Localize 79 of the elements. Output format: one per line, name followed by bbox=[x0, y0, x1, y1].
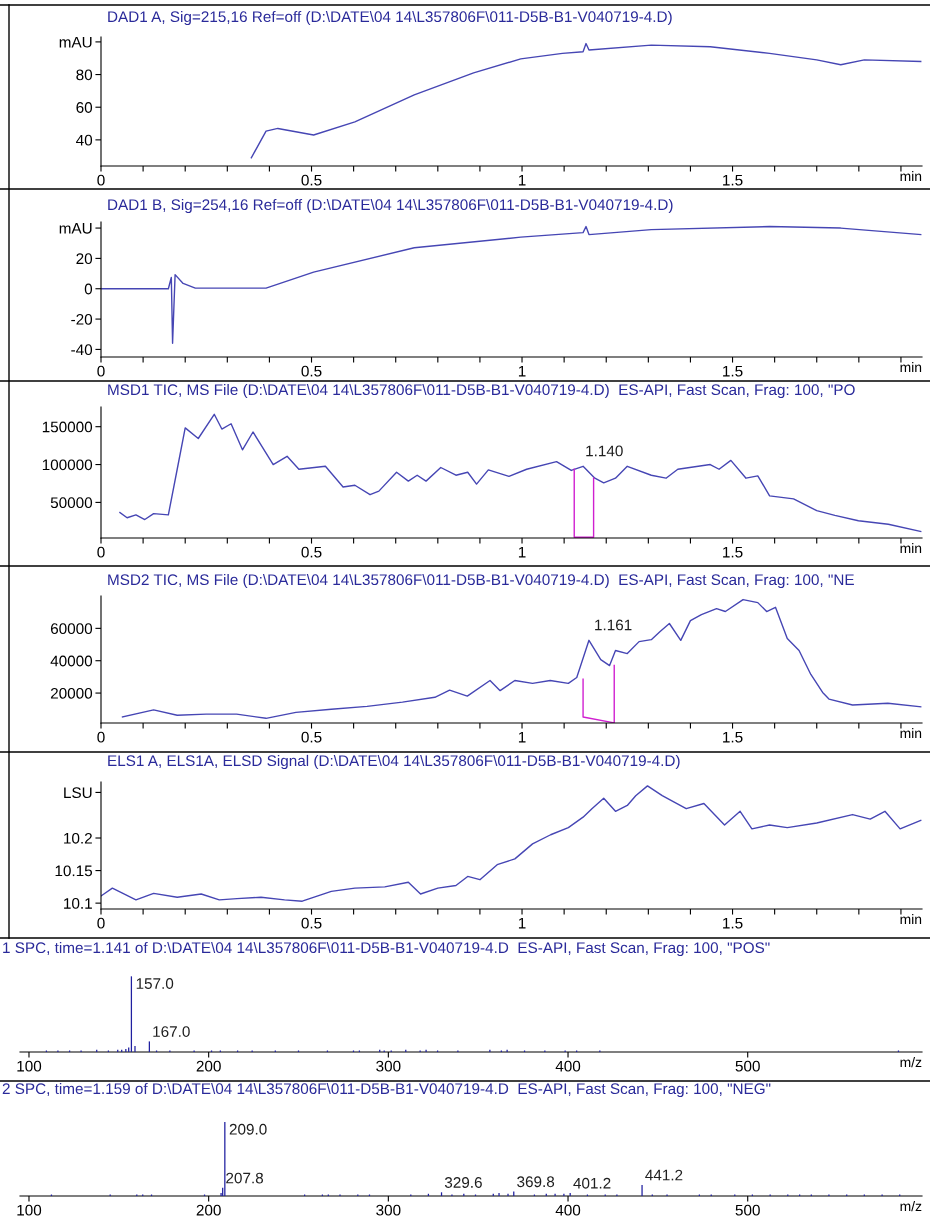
x-axis-title: m/z bbox=[900, 1057, 922, 1068]
x-tick-label: 1.5 bbox=[723, 365, 743, 377]
y-tick-label: LSU bbox=[64, 787, 92, 799]
x-tick-label: 1 bbox=[518, 174, 526, 186]
y-tick-label: 20 bbox=[76, 253, 93, 265]
x-tick-label: 1 bbox=[518, 731, 526, 743]
y-tick-label: 60000 bbox=[50, 623, 93, 635]
line-series bbox=[119, 413, 922, 533]
x-tick-label: 300 bbox=[376, 1204, 401, 1216]
chart-title: DAD1 A, Sig=215,16 Ref=off (D:\DATE\04 14\L357806F\011-D5B-B1-V040719-4.D) bbox=[108, 10, 672, 26]
x-tick-label: 0 bbox=[97, 731, 105, 743]
y-tick-label: 40000 bbox=[50, 655, 93, 667]
y-tick-label: 20000 bbox=[50, 687, 93, 699]
annotation: 209.0 bbox=[229, 1123, 267, 1135]
x-tick-label: 1.5 bbox=[723, 917, 743, 929]
x-tick-label: 400 bbox=[555, 1204, 581, 1216]
chart-title: MSD2 TIC, MS File (D:\DATE\04 14\L357806F\011-D5B-B1-V040719-4.D) ES-API, Fast Scan, Frag: 100, "NE bbox=[108, 573, 854, 589]
line-series bbox=[121, 598, 922, 720]
x-tick-label: 1 bbox=[518, 365, 526, 377]
chart-title: MSD1 TIC, MS File (D:\DATE\04 14\L357806F\011-D5B-B1-V040719-4.D) ES-API, Fast Scan, Frag: 100, "PO bbox=[108, 383, 855, 399]
line-series bbox=[582, 664, 615, 723]
x-tick-label: 1.5 bbox=[723, 731, 743, 743]
annotation: 167.0 bbox=[153, 1026, 190, 1037]
x-tick-label: 1.5 bbox=[723, 174, 743, 186]
y-tick-label: 100000 bbox=[42, 459, 93, 471]
x-tick-label: 0.5 bbox=[301, 546, 322, 558]
x-axis-title: m/z bbox=[900, 1201, 922, 1212]
x-tick-label: 0.5 bbox=[301, 917, 322, 929]
x-axis-title: min bbox=[900, 728, 922, 739]
y-tick-label: -20 bbox=[71, 313, 93, 325]
x-tick-label: 500 bbox=[735, 1060, 760, 1072]
x-tick-label: 200 bbox=[196, 1060, 221, 1072]
x-axis-title: min bbox=[900, 171, 922, 182]
x-tick-label: 100 bbox=[17, 1204, 42, 1216]
x-tick-label: 500 bbox=[735, 1204, 760, 1216]
line-series bbox=[101, 225, 922, 345]
annotation: 329.6 bbox=[444, 1177, 482, 1188]
y-tick-label: mAU bbox=[59, 223, 92, 234]
annotation: 441.2 bbox=[645, 1169, 683, 1181]
x-tick-label: 0 bbox=[97, 546, 105, 558]
x-tick-label: 0.5 bbox=[301, 731, 322, 743]
annotation: 1.161 bbox=[595, 619, 632, 631]
x-tick-label: 200 bbox=[196, 1204, 221, 1216]
line-series bbox=[250, 42, 922, 159]
x-tick-label: 300 bbox=[376, 1060, 401, 1072]
x-tick-label: 1 bbox=[518, 546, 526, 558]
x-tick-label: 1 bbox=[518, 917, 526, 929]
x-tick-label: 100 bbox=[17, 1060, 42, 1072]
x-axis-title: min bbox=[900, 914, 922, 925]
y-tick-label: 150000 bbox=[42, 421, 93, 433]
y-tick-label: 40 bbox=[76, 134, 93, 146]
annotation: 1.140 bbox=[586, 445, 623, 457]
x-axis-title: min bbox=[900, 543, 922, 554]
x-tick-label: 0 bbox=[97, 365, 105, 377]
x-tick-label: 0 bbox=[97, 174, 105, 186]
chart-title: 2 SPC, time=1.159 of D:\DATE\04 14\L357806F\011-D5B-B1-V040719-4.D ES-API, Fast Scan, Frag: 100, "NEG" bbox=[2, 1082, 771, 1098]
y-tick-label: 10.1 bbox=[64, 898, 92, 909]
y-tick-label: 60 bbox=[76, 102, 93, 113]
y-tick-label: 50000 bbox=[50, 497, 93, 509]
line-series bbox=[101, 785, 922, 902]
y-tick-label: 10.2 bbox=[64, 832, 92, 844]
y-tick-label: 0 bbox=[84, 283, 93, 295]
x-tick-label: 400 bbox=[555, 1060, 581, 1072]
x-tick-label: 0 bbox=[97, 917, 105, 929]
annotation: 401.2 bbox=[573, 1177, 611, 1189]
y-tick-label: mAU bbox=[59, 36, 92, 48]
x-tick-label: 1.5 bbox=[723, 546, 743, 558]
x-tick-label: 0.5 bbox=[301, 365, 322, 377]
x-tick-label: 0.5 bbox=[301, 174, 322, 186]
annotation: 369.8 bbox=[517, 1176, 555, 1188]
y-tick-label: -40 bbox=[71, 344, 93, 356]
annotation: 207.8 bbox=[226, 1172, 264, 1184]
y-tick-label: 10.15 bbox=[55, 865, 93, 877]
chart-title: DAD1 B, Sig=254,16 Ref=off (D:\DATE\04 14\L357806F\011-D5B-B1-V040719-4.D) bbox=[108, 198, 673, 214]
x-axis-title: min bbox=[900, 362, 922, 373]
y-tick-label: 80 bbox=[76, 69, 93, 81]
chart-title: ELS1 A, ELS1A, ELSD Signal (D:\DATE\04 14\L357806F\011-D5B-B1-V040719-4.D) bbox=[108, 754, 680, 770]
annotation: 157.0 bbox=[136, 978, 174, 989]
chart-title: 1 SPC, time=1.141 of D:\DATE\04 14\L357806F\011-D5B-B1-V040719-4.D ES-API, Fast Scan, Frag: 100, "POS" bbox=[3, 941, 770, 957]
